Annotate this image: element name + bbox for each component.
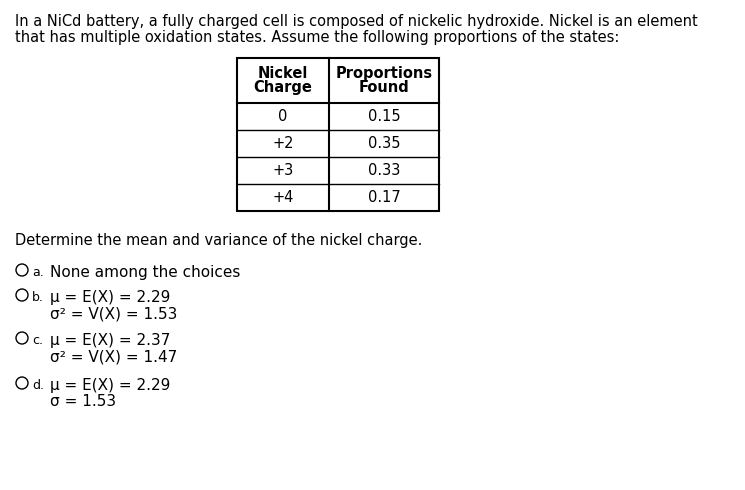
Text: Nickel: Nickel [258, 66, 308, 81]
Text: 0.17: 0.17 [367, 190, 400, 205]
Text: σ² = V(X) = 1.47: σ² = V(X) = 1.47 [50, 349, 177, 364]
Text: In a NiCd battery, a fully charged cell is composed of nickelic hydroxide. Nicke: In a NiCd battery, a fully charged cell … [15, 14, 698, 29]
Text: d.: d. [32, 378, 44, 392]
Text: b.: b. [32, 291, 44, 303]
Text: +4: +4 [273, 190, 294, 205]
Text: Charge: Charge [253, 80, 312, 95]
Text: c.: c. [32, 334, 43, 346]
Text: Found: Found [358, 80, 409, 95]
Circle shape [16, 332, 28, 344]
Bar [237, 58, 439, 211]
Text: +3: +3 [273, 163, 294, 178]
Text: μ = E(X) = 2.29: μ = E(X) = 2.29 [50, 378, 171, 393]
Text: None among the choices: None among the choices [50, 265, 241, 280]
Circle shape [16, 264, 28, 276]
Text: that has multiple oxidation states. Assume the following proportions of the stat: that has multiple oxidation states. Assu… [15, 30, 619, 45]
Text: σ² = V(X) = 1.53: σ² = V(X) = 1.53 [50, 306, 177, 321]
Circle shape [16, 289, 28, 301]
Text: 0: 0 [279, 109, 288, 124]
Text: μ = E(X) = 2.29: μ = E(X) = 2.29 [50, 290, 171, 305]
Text: Proportions: Proportions [335, 66, 433, 81]
Text: σ = 1.53: σ = 1.53 [50, 394, 116, 409]
Text: 0.33: 0.33 [368, 163, 400, 178]
Text: μ = E(X) = 2.37: μ = E(X) = 2.37 [50, 333, 171, 348]
Text: Determine the mean and variance of the nickel charge.: Determine the mean and variance of the n… [15, 233, 422, 248]
Text: +2: +2 [272, 136, 294, 151]
Text: a.: a. [32, 266, 44, 278]
Text: 0.35: 0.35 [368, 136, 400, 151]
Text: 0.15: 0.15 [368, 109, 400, 124]
Circle shape [16, 377, 28, 389]
